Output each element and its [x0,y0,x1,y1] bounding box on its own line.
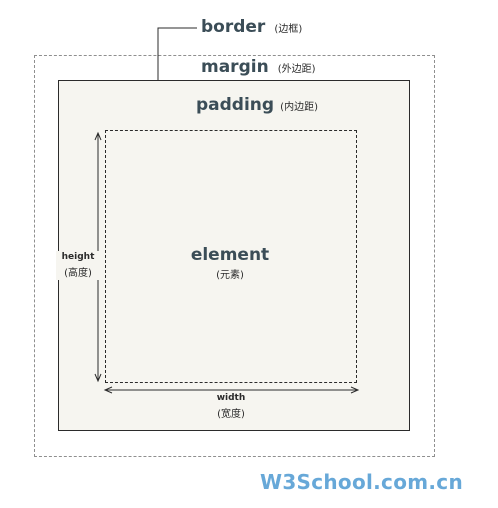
border-box [58,80,410,431]
element-label-group: element (元素) [180,245,280,281]
padding-label-cn: (内边距) [280,102,318,113]
element-label: element [190,245,270,265]
border-label-cn: (边框) [274,24,303,35]
border-label: border [201,17,266,37]
height-label-group: height (高度) [56,251,100,280]
margin-label: margin [201,57,269,77]
width-label: width [216,393,246,403]
margin-label-group: margin (外边距) [201,57,316,77]
height-label: height [61,252,95,262]
width-label-cn: (宽度) [217,409,245,420]
height-label-cn: (高度) [64,268,92,279]
margin-area [34,55,435,457]
margin-label-cn: (外边距) [277,64,316,75]
padding-label-group: padding (内边距) [196,95,318,115]
w3school-brand-logo: W3School.com.cn [259,470,463,494]
padding-label: padding [196,95,275,115]
width-label-group: width (宽度) [206,393,256,420]
element-label-cn: (元素) [216,270,244,281]
border-label-group: border (边框) [201,17,302,37]
element-content-box [105,130,357,383]
